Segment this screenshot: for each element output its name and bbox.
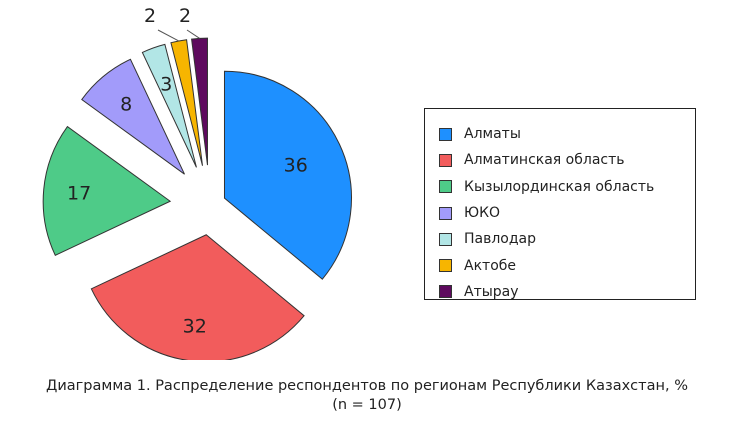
legend-swatch <box>439 206 452 220</box>
legend-item-5: Павлодар <box>439 226 695 252</box>
caption-line-1: Диаграмма 1. Распределение респондентов … <box>46 378 688 394</box>
legend-swatch <box>439 127 452 141</box>
legend-item-2: Алматинская область <box>439 147 695 173</box>
legend-label: ЮКО <box>464 205 501 222</box>
leader-line-6 <box>157 29 179 42</box>
legend-swatch <box>439 232 452 246</box>
chart-legend: Алматы Алматинская область Кызылординская … <box>424 108 696 300</box>
legend-label: Алматы <box>464 126 521 143</box>
legend-item-1: Алматы <box>439 121 695 147</box>
legend-swatch <box>439 285 452 299</box>
legend-item-6: Актобе <box>439 252 695 278</box>
pie-slice-4 <box>81 58 185 175</box>
pie-slice-5 <box>141 43 197 168</box>
legend-label: Актобе <box>464 257 517 274</box>
legend-label: Атырау <box>464 283 519 300</box>
legend-swatch <box>439 259 452 273</box>
leader-line-7 <box>186 29 200 39</box>
chart-area: 36 32 17 8 3 2 2 Алматы Алматинская область Кызы… <box>42 5 696 360</box>
caption-line-2: (n = 107) <box>332 397 402 413</box>
legend-item-3: Кызылординская область <box>439 174 695 200</box>
pie-slice-1 <box>223 70 352 280</box>
chart-caption: Диаграмма 1. Распределение респондентов … <box>0 377 734 415</box>
data-label-3: 17 <box>67 183 91 205</box>
legend-item-4: ЮКО <box>439 200 695 226</box>
legend-label: Павлодар <box>464 231 537 248</box>
data-label-7: 2 <box>179 5 191 27</box>
legend-swatch <box>439 153 452 167</box>
data-label-5: 3 <box>160 74 172 96</box>
data-label-1: 36 <box>284 155 308 177</box>
legend-label: Алматинская область <box>464 152 625 169</box>
legend-item-7: Атырау <box>439 279 695 305</box>
data-label-4: 8 <box>120 94 132 116</box>
legend-label: Кызылординская область <box>464 178 655 195</box>
pie-slice-2 <box>90 234 305 360</box>
legend-swatch <box>439 180 452 194</box>
data-label-6: 2 <box>144 5 156 27</box>
pie-slice-3 <box>42 125 172 256</box>
data-label-2: 32 <box>183 315 207 337</box>
